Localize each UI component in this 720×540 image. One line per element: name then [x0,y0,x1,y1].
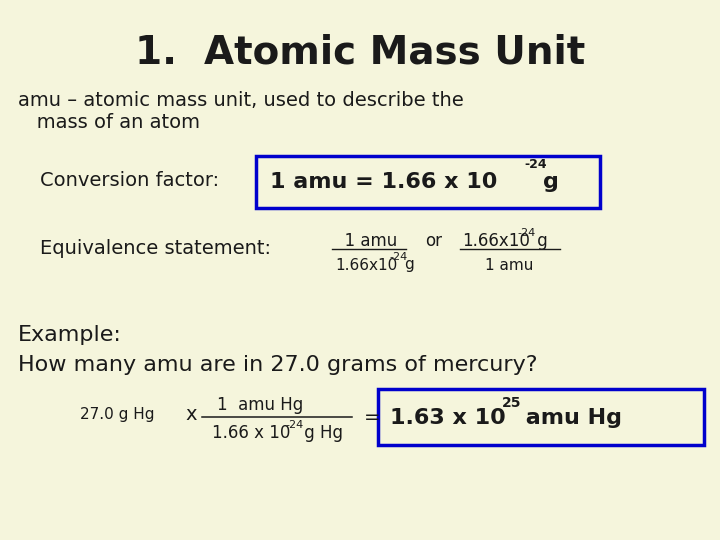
Text: x: x [185,406,197,424]
Text: -24: -24 [285,420,303,430]
FancyBboxPatch shape [378,389,704,445]
Text: 1 amu = 1.66 x 10: 1 amu = 1.66 x 10 [270,172,498,192]
Text: Example:: Example: [18,325,122,345]
Text: 1.66x10: 1.66x10 [462,232,530,250]
Text: 1.66 x 10: 1.66 x 10 [212,424,290,442]
Text: -24: -24 [389,252,408,262]
Text: amu Hg: amu Hg [518,408,622,428]
Text: 1.66x10: 1.66x10 [335,258,397,273]
Text: -24: -24 [517,228,535,238]
Text: g Hg: g Hg [299,424,343,442]
Text: -24: -24 [524,159,546,172]
Text: 25: 25 [502,396,521,410]
Text: amu – atomic mass unit, used to describe the: amu – atomic mass unit, used to describe… [18,91,464,110]
Text: Conversion factor:: Conversion factor: [40,171,219,190]
Text: 27.0 g Hg: 27.0 g Hg [80,408,155,422]
Text: =: = [364,408,380,428]
Text: g: g [532,232,548,250]
Text: 1 amu: 1 amu [334,232,408,250]
Text: g: g [404,258,414,273]
Text: How many amu are in 27.0 grams of mercury?: How many amu are in 27.0 grams of mercur… [18,355,538,375]
Text: 1.  Atomic Mass Unit: 1. Atomic Mass Unit [135,33,585,71]
FancyBboxPatch shape [256,156,600,208]
Text: mass of an atom: mass of an atom [18,112,200,132]
Text: 1  amu Hg: 1 amu Hg [217,396,303,414]
Text: or: or [425,232,442,250]
Text: g: g [543,172,559,192]
Text: 1.63 x 10: 1.63 x 10 [390,408,505,428]
Text: 1 amu: 1 amu [485,258,534,273]
Text: Equivalence statement:: Equivalence statement: [40,239,271,258]
